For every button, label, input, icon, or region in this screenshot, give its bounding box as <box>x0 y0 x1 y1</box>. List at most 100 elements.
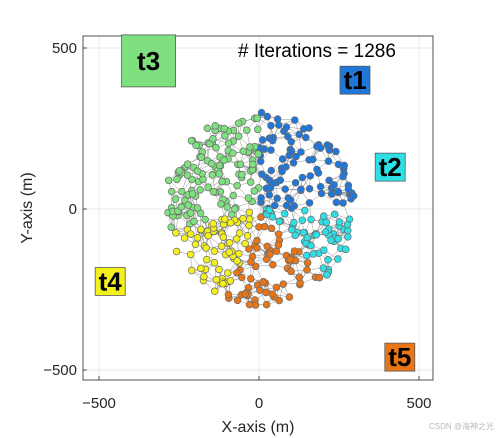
team-label: t4 <box>99 266 123 296</box>
network-node <box>297 185 305 194</box>
network-node <box>246 178 255 186</box>
network-nodes <box>164 108 358 309</box>
network-node <box>224 290 233 299</box>
network-node <box>319 264 328 272</box>
network-node <box>219 280 227 288</box>
team-marker-t4: t4 <box>94 266 126 296</box>
network-node <box>260 222 269 231</box>
network-node <box>209 219 217 228</box>
network-node <box>274 230 283 238</box>
network-node <box>286 255 295 264</box>
network-node <box>246 143 254 151</box>
network-node <box>332 198 341 207</box>
network-node <box>268 290 276 298</box>
team-marker-t1: t1 <box>339 65 371 95</box>
network-node <box>183 171 192 179</box>
iterations-annotation: # Iterations = 1286 <box>238 41 396 62</box>
network-node <box>235 229 244 237</box>
network-node <box>239 214 247 223</box>
network-node <box>342 245 350 254</box>
network-node <box>219 233 228 241</box>
network-node <box>258 136 267 144</box>
network-node <box>177 203 186 211</box>
network-node <box>167 223 175 232</box>
network-node <box>280 209 289 218</box>
network-node <box>281 185 289 193</box>
network-node <box>344 185 353 193</box>
network-node <box>325 146 334 154</box>
network-node <box>202 244 210 252</box>
network-node <box>210 247 219 255</box>
network-node <box>173 175 181 184</box>
network-node <box>316 144 325 152</box>
network-node <box>186 209 195 217</box>
y-tick-label: −500 <box>43 362 77 379</box>
team-box <box>94 267 126 296</box>
network-node <box>178 187 186 196</box>
network-node <box>203 255 211 264</box>
team-marker-t5: t5 <box>384 342 416 372</box>
network-node <box>209 134 217 143</box>
y-tick-label: 500 <box>52 40 77 57</box>
team-marker-t3: t3 <box>121 34 176 88</box>
network-node <box>330 210 339 219</box>
x-tick-label: −500 <box>82 395 116 412</box>
network-node <box>210 258 219 267</box>
network-node <box>349 192 358 200</box>
network-node <box>172 229 180 237</box>
network-node <box>272 283 281 292</box>
network-node <box>334 235 342 243</box>
axes-background <box>83 36 433 380</box>
team-box <box>374 152 406 182</box>
network-node <box>253 114 261 122</box>
network-node <box>290 218 298 227</box>
network-node <box>295 273 304 281</box>
network-node <box>226 219 235 227</box>
network-node <box>190 217 198 226</box>
network-node <box>167 187 176 196</box>
network-node <box>302 133 310 142</box>
network-node <box>204 183 212 191</box>
network-node <box>251 262 260 271</box>
network-node <box>316 182 325 191</box>
network-node <box>320 246 328 254</box>
network-node <box>284 132 292 141</box>
network-node <box>290 247 299 255</box>
network-node <box>229 191 238 200</box>
network-node <box>275 121 283 129</box>
team-box <box>121 34 176 88</box>
network-node <box>301 206 309 215</box>
network-node <box>208 171 217 179</box>
network-node <box>273 194 281 203</box>
network-node <box>233 296 242 305</box>
team-box <box>384 342 416 372</box>
network-node <box>221 215 229 223</box>
y-tick-label: 0 <box>69 201 77 218</box>
network-node <box>204 231 212 240</box>
network-node <box>291 116 299 124</box>
network-node <box>274 241 283 249</box>
network-node <box>307 215 315 224</box>
network-node <box>292 152 300 161</box>
network-node <box>209 188 218 196</box>
network-node <box>288 225 296 234</box>
network-node <box>184 201 193 209</box>
network-node <box>307 241 315 250</box>
network-node <box>256 286 264 295</box>
network-node <box>175 167 184 175</box>
network-node <box>267 224 276 233</box>
network-node <box>334 255 342 263</box>
network-node <box>327 236 335 244</box>
network-node <box>262 300 271 309</box>
team-markers: t1 t2 t3 t4 t5 <box>94 34 416 372</box>
network-node <box>278 155 287 163</box>
network-node <box>193 234 202 242</box>
network-node <box>314 169 323 177</box>
network-node <box>223 203 232 211</box>
network-node <box>317 189 326 198</box>
network-node <box>312 231 321 239</box>
network-node <box>197 264 205 273</box>
network-node <box>263 112 272 121</box>
network-node <box>193 167 202 175</box>
network-node <box>265 191 274 199</box>
